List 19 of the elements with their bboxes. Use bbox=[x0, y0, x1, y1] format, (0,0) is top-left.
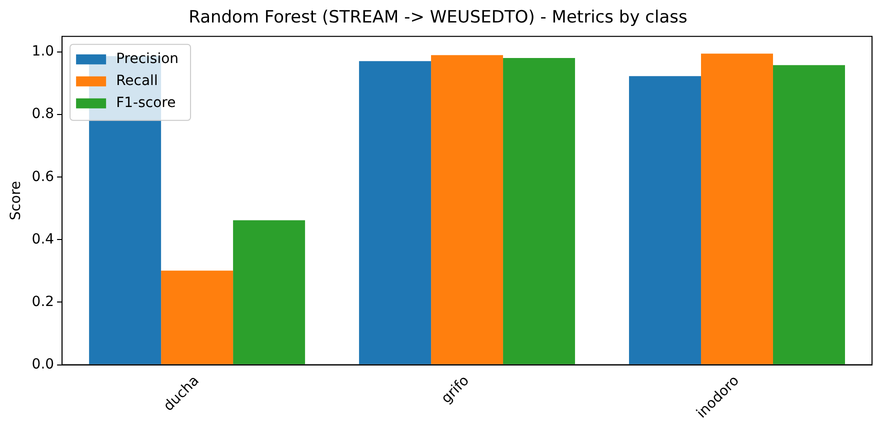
y-axis-title: Score bbox=[8, 180, 24, 220]
bar bbox=[431, 55, 504, 364]
bar bbox=[233, 220, 306, 364]
y-tick-label: 1.0 bbox=[32, 44, 54, 60]
y-tick-label: 0.2 bbox=[32, 294, 54, 310]
legend-label: Recall bbox=[116, 73, 158, 90]
bar bbox=[503, 58, 576, 364]
y-tick-label: 0.4 bbox=[32, 231, 54, 248]
bar bbox=[359, 61, 432, 364]
bar bbox=[629, 76, 702, 364]
y-tick-label: 0.0 bbox=[32, 356, 54, 372]
y-tick-label: 0.6 bbox=[32, 168, 54, 185]
chart-title: Random Forest (STREAM -> WEUSEDTO) - Metrics by class bbox=[188, 8, 688, 28]
bar bbox=[161, 270, 234, 364]
legend-label: Precision bbox=[116, 51, 179, 68]
y-tick-label: 0.8 bbox=[32, 106, 54, 122]
bar bbox=[773, 65, 845, 364]
legend-label: F1-score bbox=[116, 95, 176, 112]
bar bbox=[701, 54, 774, 364]
